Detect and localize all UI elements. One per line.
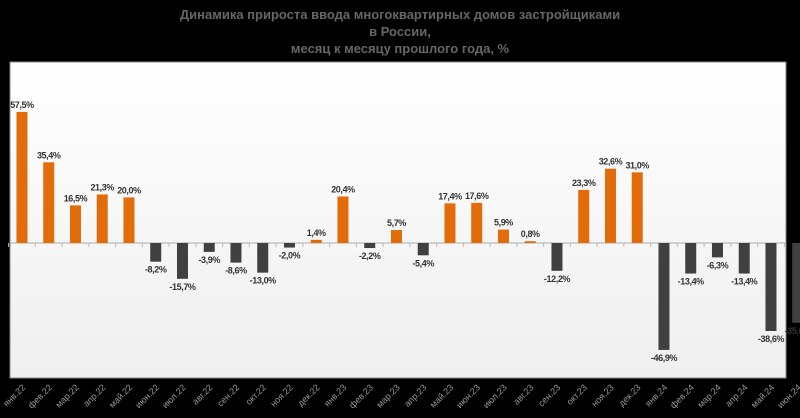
x-tick-label: сен.23	[536, 382, 562, 408]
x-tick-label: окт.22	[244, 382, 269, 407]
data-label: 31,0%	[625, 160, 649, 170]
data-label: -13,4%	[731, 277, 758, 287]
x-tick-label: июн.23	[454, 382, 482, 410]
bar-янв.22	[16, 111, 28, 244]
bar-дек.22	[310, 239, 322, 243]
data-label: 5,7%	[387, 218, 406, 228]
x-tick-label: ноя.23	[589, 382, 615, 408]
bar-авг.22	[203, 243, 215, 252]
bar-фев.23	[364, 243, 376, 249]
chart-title-line-1: Динамика прироста ввода многоквартирных …	[179, 7, 621, 22]
bar-ноя.23	[604, 168, 616, 243]
bar-мар.24	[711, 243, 723, 258]
bar-фев.22	[43, 162, 55, 243]
x-tick-label: окт.23	[565, 382, 590, 407]
data-label: 16,5%	[64, 193, 88, 203]
x-tick-label: янв.22	[1, 382, 27, 408]
bar-апр.23	[417, 243, 429, 256]
data-label: -13,4%	[678, 277, 705, 287]
bar-фев.24	[685, 243, 697, 274]
x-tick-label: апр.24	[723, 382, 749, 408]
data-label: 0,8%	[521, 229, 540, 239]
x-tick-label: дек.23	[617, 382, 643, 408]
x-tick-label: сен.22	[215, 382, 241, 408]
x-tick-label: июн.24	[775, 382, 800, 410]
x-tick-label: фев.22	[26, 382, 54, 410]
bar-июл.22	[176, 243, 188, 279]
bar-мар.23	[390, 230, 402, 243]
data-label: -6,3%	[707, 260, 729, 270]
data-label: 17,4%	[438, 191, 462, 201]
bar-ноя.22	[283, 243, 295, 248]
data-label: 23,3%	[572, 178, 596, 188]
data-label: 20,4%	[331, 184, 355, 194]
bar-июл.23	[497, 229, 509, 243]
x-tick-label: май.24	[749, 382, 776, 409]
data-label: -8,2%	[145, 265, 167, 275]
x-tick-label: апр.22	[81, 382, 107, 408]
data-label: -3,9%	[198, 255, 220, 265]
x-tick-label: фев.23	[347, 382, 375, 410]
data-label: -38,6%	[758, 334, 785, 344]
x-tick-label: янв.23	[322, 382, 348, 408]
bar-май.23	[444, 203, 456, 243]
data-label: 32,6%	[599, 157, 623, 167]
x-tick-label: май.22	[107, 382, 134, 409]
x-tick-label: авг.22	[190, 382, 214, 406]
data-label: 21,3%	[90, 182, 114, 192]
data-label: 57,5%	[10, 100, 34, 110]
x-tick-label: июл.22	[160, 382, 188, 410]
x-tick-label: май.23	[428, 382, 455, 409]
bar-сен.22	[230, 243, 242, 263]
bar-апр.24	[738, 243, 750, 274]
data-label: -12,2%	[544, 274, 571, 284]
bar-авг.23	[524, 241, 536, 243]
bar-дек.23	[631, 172, 643, 243]
data-label: 17,6%	[465, 191, 489, 201]
data-label: 20,0%	[117, 185, 141, 195]
bar-янв.24	[658, 243, 670, 350]
x-tick-label: фев.24	[668, 382, 696, 410]
data-label: -13,0%	[250, 276, 277, 286]
bar-окт.23	[578, 189, 590, 243]
x-tick-label: мар.23	[375, 382, 402, 409]
bar-сен.23	[551, 243, 563, 271]
bar-мар.22	[69, 205, 81, 243]
x-tick-label: апр.23	[402, 382, 428, 408]
bar-окт.22	[257, 243, 269, 273]
data-label: -8,6%	[225, 266, 247, 276]
data-label: 1,4%	[307, 228, 326, 238]
x-tick-label: ноя.22	[268, 382, 294, 408]
bar-янв.23	[337, 196, 349, 243]
data-label: 5,9%	[494, 218, 513, 228]
plot-area	[9, 61, 787, 379]
data-label: -5,4%	[412, 258, 434, 268]
bar-июн.24	[792, 243, 800, 323]
x-tick-label: авг.23	[511, 382, 535, 406]
x-tick-label: дек.22	[296, 382, 322, 408]
chart-title: Динамика прироста ввода многоквартирных …	[0, 6, 800, 57]
x-tick-label: июн.22	[133, 382, 161, 410]
data-label: -46,9%	[651, 353, 678, 363]
bar-май.22	[123, 197, 135, 243]
x-tick-label: янв.24	[643, 382, 669, 408]
chart-title-line-2: в России,	[369, 24, 431, 39]
x-tick-label: мар.24	[696, 382, 723, 409]
chart-title-line-3: месяц к месяцу прошлого года, %	[290, 41, 510, 56]
bar-апр.22	[96, 194, 108, 243]
data-label: -15,7%	[169, 282, 196, 292]
bar-июн.22	[150, 243, 162, 262]
bar-май.24	[765, 243, 777, 332]
data-label: -2,2%	[359, 251, 381, 261]
x-tick-label: мар.22	[54, 382, 81, 409]
x-tick-label: июл.23	[481, 382, 509, 410]
bar-июн.23	[471, 202, 483, 243]
data-label: 35,4%	[37, 150, 61, 160]
data-label: -2,0%	[279, 251, 301, 261]
data-label: -35,0%	[785, 326, 800, 336]
